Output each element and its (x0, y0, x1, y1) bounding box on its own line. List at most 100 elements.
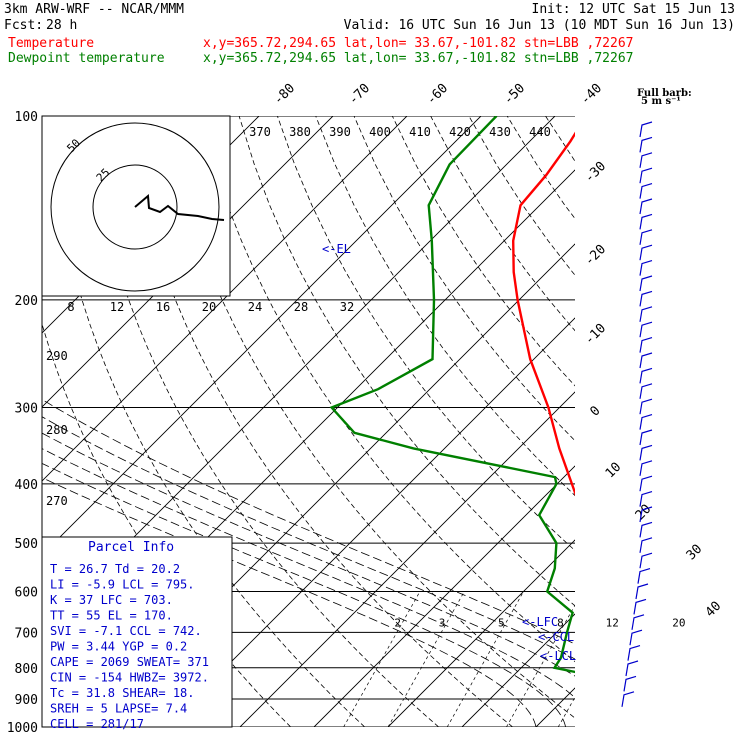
wind-barb (639, 491, 653, 507)
theta-label: 270 (46, 494, 68, 508)
wind-barb (639, 383, 653, 399)
parcel-info-row: SREH = 5 LAPSE= 7.4 (50, 702, 187, 716)
mixing-ratio-line (557, 696, 575, 727)
pressure-tick-label: 700 (15, 626, 38, 641)
parcel-info-row: TT = 55 EL = 170. (50, 609, 173, 623)
dry-adiabat-line (584, 116, 740, 727)
parcel-info-frame (41, 536, 233, 728)
wind-barb (639, 552, 653, 569)
hodograph-speed-label: 8 (67, 300, 74, 314)
wind-barb (621, 691, 635, 707)
wind-barb (633, 598, 647, 615)
dry-adiabat-line (85, 116, 439, 727)
isotherm-label: -80 (271, 81, 298, 108)
wind-barb (639, 167, 653, 184)
parcel-info-row: CAPE = 2069 SWEAT= 371 (50, 655, 209, 669)
wind-barb (631, 614, 645, 630)
wind-barb (639, 136, 653, 153)
hodograph-ring (50, 122, 220, 292)
isotherm-label: 10 (603, 460, 625, 482)
mixing-ratio-label: 3 (439, 617, 446, 630)
isotherm-line (42, 116, 408, 482)
parcel-info-row: CELL = 281/17 (50, 717, 144, 731)
dry-adiabat-line (238, 116, 575, 607)
dry-adiabat-line (545, 116, 575, 162)
dry-adiabat-line (430, 116, 575, 332)
wind-barb (629, 629, 643, 646)
wind-barb (639, 521, 653, 538)
hodograph (41, 115, 231, 297)
dry-adiabat-line (200, 116, 575, 663)
temperature-profile-line (511, 131, 575, 497)
isotherm-line (165, 317, 575, 727)
wind-barbs (621, 121, 653, 707)
wind-barb (639, 506, 653, 523)
isotherm-line (42, 116, 482, 556)
full-barb-legend: Full barb: 5 m s⁻¹ (637, 88, 692, 107)
wind-barb (627, 645, 641, 661)
isotherm-label: -30 (582, 159, 609, 186)
pressure-tick-label: 100 (15, 110, 38, 125)
wind-barb (639, 198, 653, 215)
wind-barb (639, 306, 653, 322)
theta-e-label: 400 (369, 125, 391, 139)
isotherm-label: 40 (703, 599, 725, 621)
mixing-ratio-label: 2 (394, 617, 401, 630)
init-time: Init: 12 UTC Sat 15 Jun 13 (532, 2, 736, 17)
pressure-tick-label: 600 (15, 585, 38, 600)
isotherm-label: -40 (578, 81, 605, 108)
wind-barb (639, 414, 653, 430)
isotherm-label: -10 (582, 321, 609, 348)
parcel-info-box: Parcel Info T = 26.7 Td = 20.2 LI = -5.9 L… (41, 536, 233, 731)
theta-e-label: 370 (249, 125, 271, 139)
isotherm-label: 20 (633, 502, 655, 524)
mixing-ratio-line (343, 591, 421, 727)
dewpoint-location: x,y=365.72,294.65 lat,lon= 33.67,-101.82… (203, 51, 633, 66)
parcel-info-row: SVI = -7.1 CCL = 742. (50, 624, 202, 638)
parcel-info-row: K = 37 LFC = 703. (50, 593, 173, 607)
mixing-ratio-label: 5 (498, 617, 505, 630)
level-annotation: <-CCL (538, 630, 574, 644)
hodograph-speed-label: 24 (248, 300, 262, 314)
hodograph-speed-label: 12 (110, 300, 124, 314)
moist-adiabat-line (42, 416, 575, 660)
level-annotation: <-LFC (522, 615, 558, 629)
dry-adiabat-line (315, 116, 575, 497)
dry-adiabat-line (468, 116, 575, 276)
mixing-ratio-label: 20 (672, 617, 685, 630)
wind-barb (639, 183, 653, 199)
dry-adiabat-line (622, 116, 740, 727)
isotherm-line (42, 116, 334, 408)
wind-barb (635, 583, 649, 600)
mixing-ratio-label: 8 (557, 617, 564, 630)
fcst-label: Fcst: (4, 18, 43, 33)
wind-barb (639, 444, 653, 461)
dry-adiabat-line (660, 116, 740, 727)
hodograph-ring (92, 164, 178, 250)
wind-barb (639, 213, 653, 230)
isotherm-line (387, 539, 575, 727)
pressure-tick-label: 1000 (7, 721, 38, 736)
wind-barb (639, 321, 653, 338)
wind-barb (639, 460, 653, 476)
isotherm-label: -20 (582, 242, 609, 269)
mixing-ratio-label: 12 (606, 617, 619, 630)
mixing-ratio-line (506, 604, 575, 727)
theta-label: 290 (46, 349, 68, 363)
plot-region (41, 116, 740, 727)
parcel-info-row: PW = 3.44 YGP = 0.2 (50, 640, 187, 654)
hodograph-speed-label: 20 (202, 300, 216, 314)
hodograph-trace (134, 193, 225, 221)
parcel-info-title: Parcel Info (88, 540, 174, 555)
full-barb-text: Full barb: (637, 88, 692, 99)
isotherm-label: 30 (684, 542, 706, 564)
pressure-tick-label: 800 (15, 662, 38, 677)
isotherm-line (684, 116, 740, 727)
valid-time: Valid: 16 UTC Sun 16 Jun 13 (10 MDT Sun … (344, 18, 735, 33)
wind-barb (639, 275, 653, 292)
wind-barb (639, 229, 653, 245)
wind-barb (639, 337, 653, 353)
dry-adiabat-line (353, 116, 575, 442)
wind-barb (639, 537, 653, 553)
